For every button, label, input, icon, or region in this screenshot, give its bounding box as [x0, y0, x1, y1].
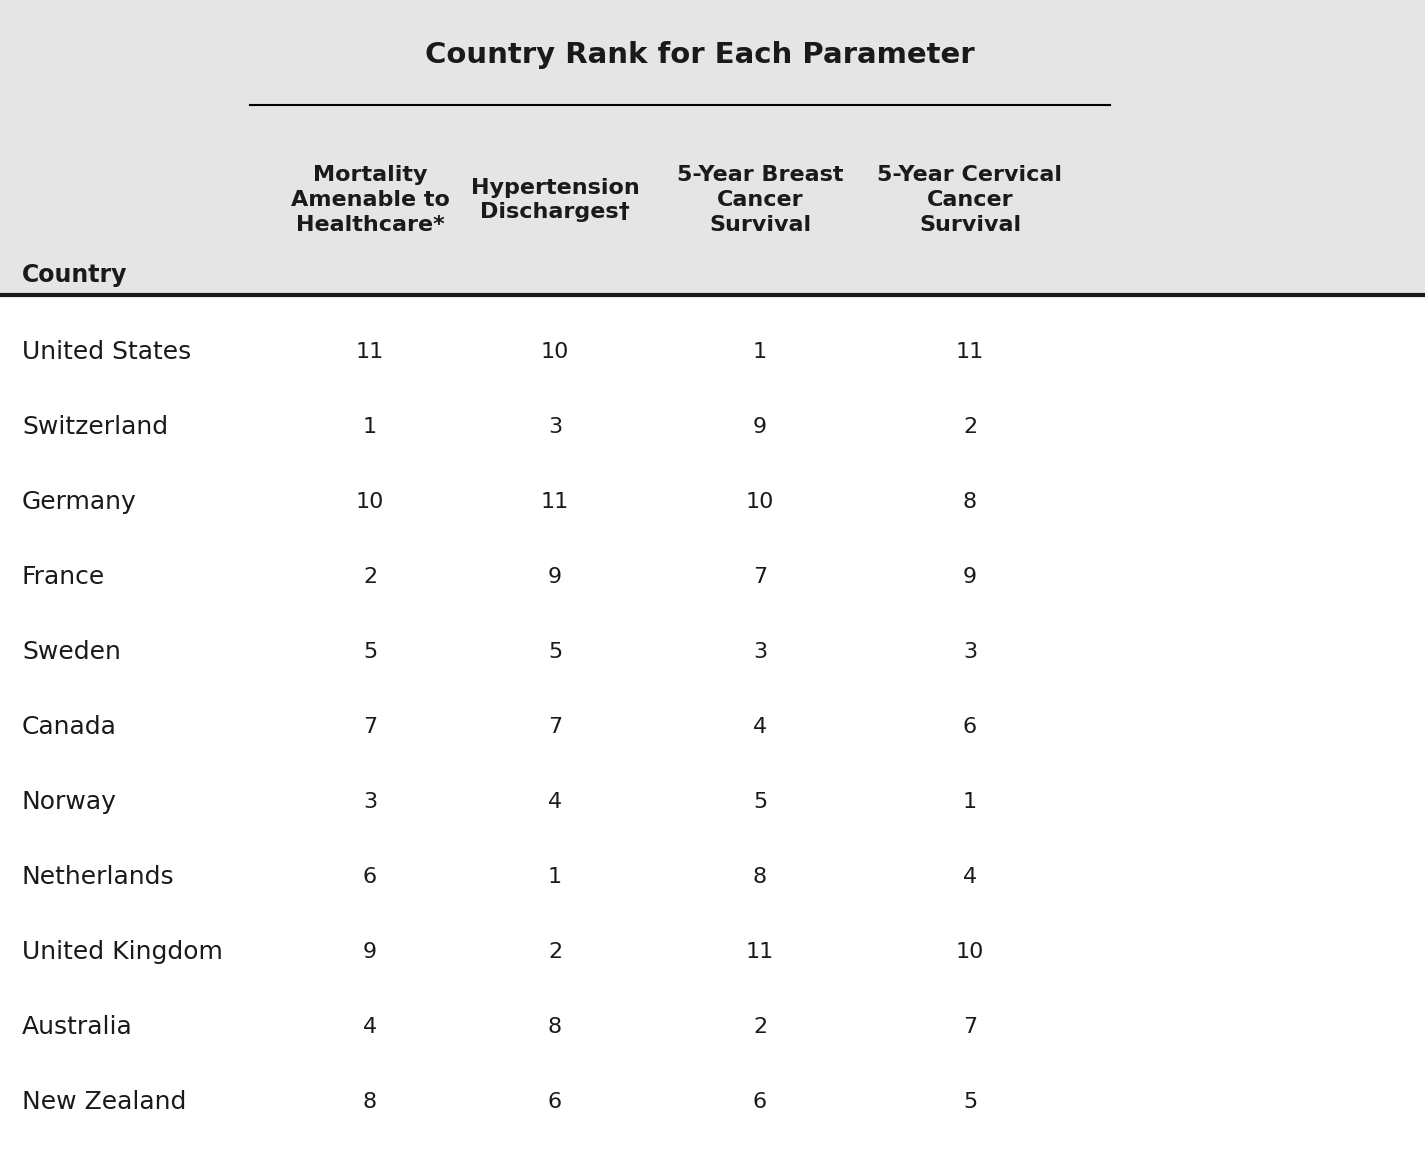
Text: 11: 11: [542, 492, 569, 512]
Text: 8: 8: [549, 1017, 561, 1036]
Text: 1: 1: [363, 417, 378, 438]
Text: 11: 11: [956, 342, 985, 362]
Text: 3: 3: [963, 642, 978, 662]
Text: 1: 1: [963, 792, 978, 812]
Text: United Kingdom: United Kingdom: [21, 940, 222, 964]
Text: 5: 5: [963, 1092, 978, 1111]
Text: 4: 4: [549, 792, 561, 812]
Text: 9: 9: [752, 417, 767, 438]
Text: 10: 10: [542, 342, 569, 362]
Text: New Zealand: New Zealand: [21, 1089, 187, 1113]
Bar: [0, 0, 1425, 295]
Text: 10: 10: [745, 492, 774, 512]
Text: France: France: [21, 565, 105, 589]
Text: 6: 6: [363, 866, 378, 887]
Text: 9: 9: [363, 942, 378, 962]
Text: Netherlands: Netherlands: [21, 865, 175, 889]
Text: Country Rank for Each Parameter: Country Rank for Each Parameter: [425, 41, 975, 69]
Text: 5-Year Cervical
Cancer
Survival: 5-Year Cervical Cancer Survival: [878, 165, 1063, 234]
Text: Norway: Norway: [21, 789, 117, 813]
Text: 6: 6: [549, 1092, 561, 1111]
Text: 9: 9: [549, 568, 561, 587]
Text: 6: 6: [963, 717, 978, 737]
Text: Switzerland: Switzerland: [21, 416, 168, 439]
Text: 1: 1: [549, 866, 561, 887]
Text: 7: 7: [549, 717, 561, 737]
Text: 1: 1: [752, 342, 767, 362]
Text: 7: 7: [363, 717, 378, 737]
Text: 9: 9: [963, 568, 978, 587]
Text: 2: 2: [752, 1017, 767, 1036]
Text: 5-Year Breast
Cancer
Survival: 5-Year Breast Cancer Survival: [677, 165, 844, 234]
Text: Country: Country: [21, 263, 127, 287]
Text: 3: 3: [752, 642, 767, 662]
Text: 7: 7: [963, 1017, 978, 1036]
Text: Canada: Canada: [21, 715, 117, 739]
Text: Australia: Australia: [21, 1015, 133, 1039]
Text: 7: 7: [752, 568, 767, 587]
Text: 2: 2: [363, 568, 378, 587]
Text: 11: 11: [356, 342, 385, 362]
Text: 5: 5: [752, 792, 767, 812]
Text: 8: 8: [363, 1092, 378, 1111]
Text: 4: 4: [963, 866, 978, 887]
Text: 4: 4: [363, 1017, 378, 1036]
Text: Mortality
Amenable to
Healthcare*: Mortality Amenable to Healthcare*: [291, 165, 449, 234]
Text: 2: 2: [549, 942, 561, 962]
Text: 5: 5: [363, 642, 378, 662]
Text: 10: 10: [356, 492, 385, 512]
Text: 2: 2: [963, 417, 978, 438]
Text: 5: 5: [547, 642, 561, 662]
Text: 6: 6: [752, 1092, 767, 1111]
Text: 3: 3: [549, 417, 561, 438]
Text: United States: United States: [21, 340, 191, 364]
Text: 3: 3: [363, 792, 378, 812]
Text: Sweden: Sweden: [21, 640, 121, 664]
Text: Hypertension
Discharges†: Hypertension Discharges†: [470, 178, 640, 223]
Text: Germany: Germany: [21, 491, 137, 515]
Text: 10: 10: [956, 942, 985, 962]
Text: 8: 8: [963, 492, 978, 512]
Bar: [0, 295, 1425, 1149]
Text: 4: 4: [752, 717, 767, 737]
Text: 11: 11: [745, 942, 774, 962]
Text: 8: 8: [752, 866, 767, 887]
